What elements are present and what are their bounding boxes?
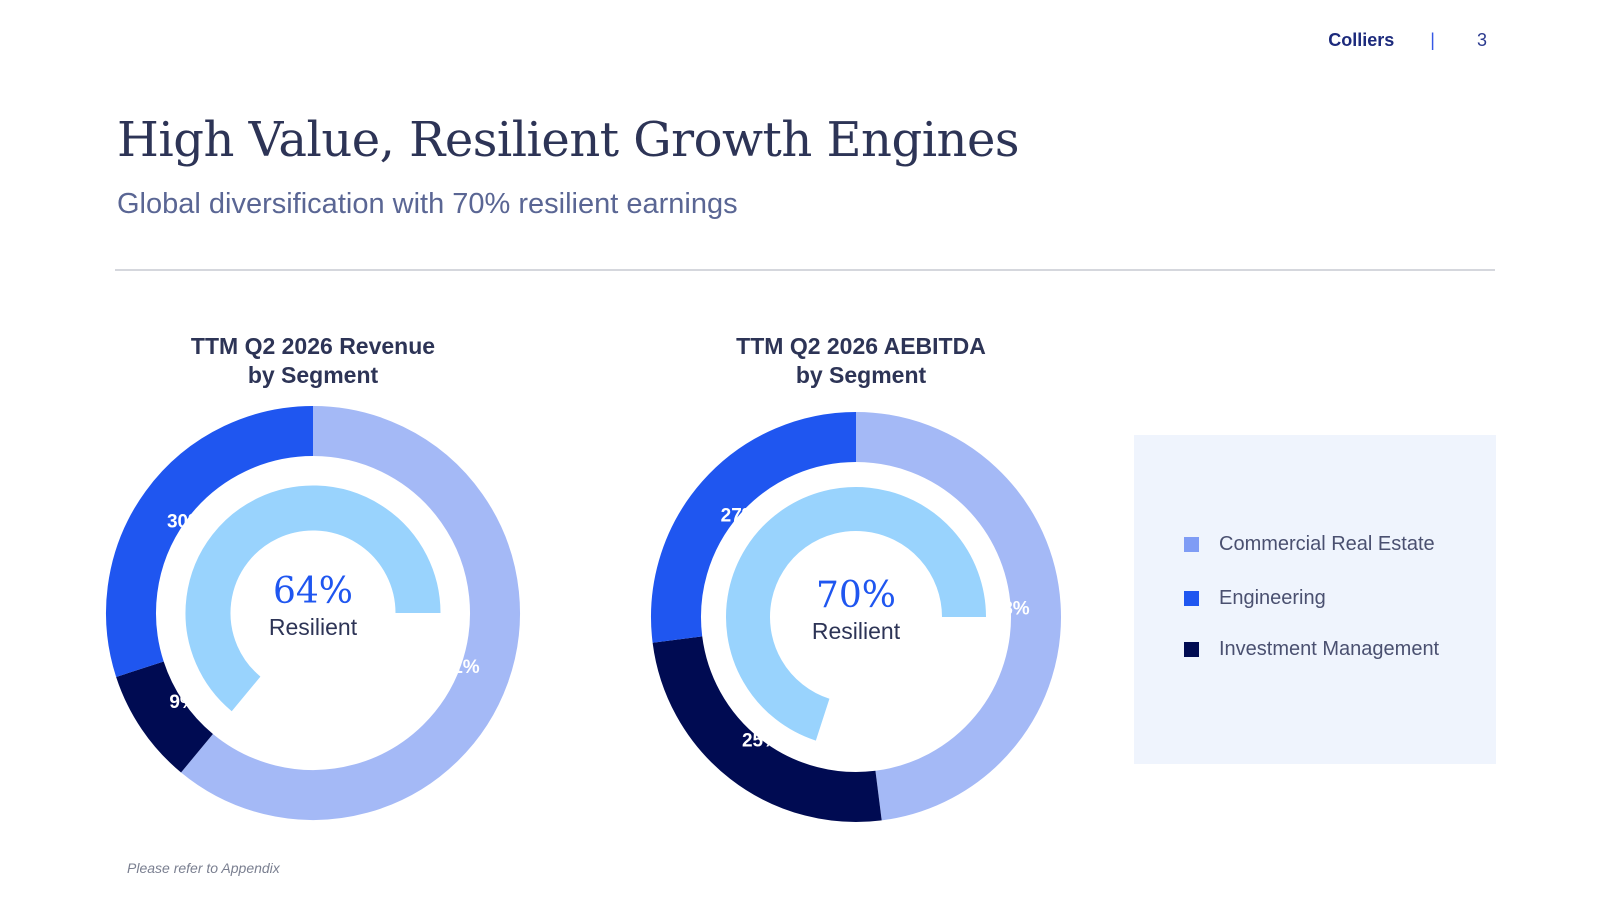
center-value: 64% <box>273 571 353 612</box>
aebitda-chart-title-line-2: by Segment <box>795 362 927 388</box>
legend-label: Engineering <box>1219 587 1326 609</box>
page-subtitle: Global diversification with 70% resilien… <box>117 188 738 220</box>
resilient-inner-ring <box>726 487 986 741</box>
legend-item-engineering: Engineering <box>1184 587 1326 610</box>
segment-data-label: 48% <box>992 598 1030 619</box>
donut-segment-engineering <box>106 406 314 677</box>
page-number: 3 <box>1476 30 1487 50</box>
donut-segment-engineering <box>651 412 857 643</box>
segment-data-label: 27% <box>721 506 759 527</box>
header-separator: | <box>1430 30 1435 50</box>
resilient-inner-ring <box>185 485 441 712</box>
revenue-chart-title-line-2: by Segment <box>247 362 379 388</box>
aebitda-chart-title: TTM Q2 2026 AEBITDA by Segment <box>681 332 1041 390</box>
legend-swatch <box>1184 537 1199 552</box>
page-title: High Value, Resilient Growth Engines <box>117 112 1020 168</box>
legend-label: Investment Management <box>1219 638 1440 660</box>
legend-item-investment-management: Investment Management <box>1184 638 1439 661</box>
center-label: Resilient <box>812 618 901 644</box>
center-value: 70% <box>816 575 896 616</box>
revenue-chart-title: TTM Q2 2026 Revenue by Segment <box>133 332 493 390</box>
brand-name: Colliers <box>1328 30 1395 50</box>
title-divider <box>115 269 1495 271</box>
revenue-chart-title-line-1: TTM Q2 2026 Revenue <box>190 333 436 359</box>
footnote: Please refer to Appendix <box>127 860 280 876</box>
aebitda-chart-title-line-1: TTM Q2 2026 AEBITDA <box>736 333 986 359</box>
legend-swatch <box>1184 642 1199 657</box>
legend-label: Commercial Real Estate <box>1219 533 1435 555</box>
segment-data-label: 61% <box>442 657 480 678</box>
legend-item-commercial-real-estate: Commercial Real Estate <box>1184 533 1435 556</box>
segment-data-label: 25% <box>742 731 780 752</box>
header-bar: Colliers | 3 <box>1328 30 1487 51</box>
segment-data-label: 9% <box>169 692 197 713</box>
donut-segment-commercial-real-estate <box>181 406 520 820</box>
segment-data-label: 30% <box>167 512 205 533</box>
chart-legend: Commercial Real Estate Engineering Inves… <box>1134 435 1496 764</box>
legend-swatch <box>1184 591 1199 606</box>
donut-segment-investment-management <box>116 660 214 773</box>
donut-segment-commercial-real-estate <box>855 412 1061 821</box>
donut-segment-investment-management <box>652 635 882 822</box>
center-label: Resilient <box>269 614 358 640</box>
